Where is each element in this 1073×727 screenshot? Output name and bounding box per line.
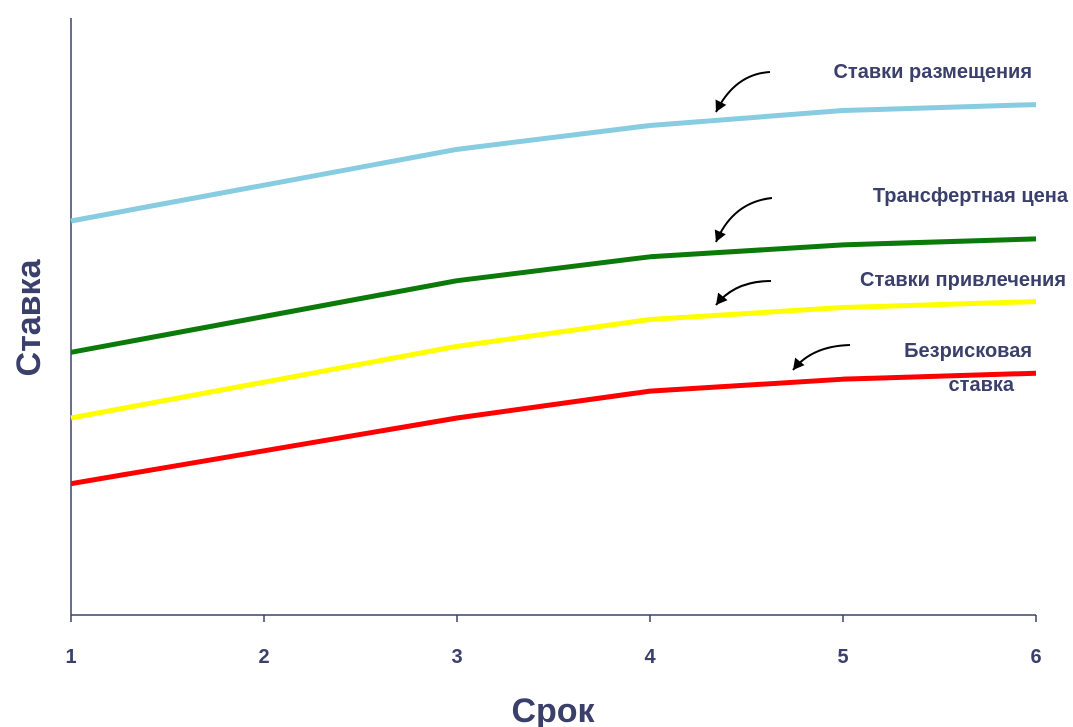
annotations: Ставки размещения Трансфертная цена Ставки… [714,61,1069,396]
annotation-label: Трансфертная цена [873,185,1069,207]
annotation-label: Ставки размещения [833,61,1032,83]
x-ticks: 1 2 3 4 5 6 [65,615,1042,668]
arrow-head-icon [715,99,727,112]
annotation-label: Ставки привлечения [860,269,1066,291]
annotation-label: Безрисковая [904,340,1032,362]
y-axis-title: Ставка [10,258,48,376]
annotation-label: ставка [949,374,1015,396]
plot-area: 1 2 3 4 5 6 Ставки размещения Трансфертная цен… [65,18,1069,668]
annotation-1: Трансфертная цена [714,185,1069,243]
x-tick-label: 2 [258,646,269,668]
annotation-arrow [715,197,773,243]
x-axis-title: Срок [511,692,595,727]
series-line-0 [70,102,1037,224]
x-tick-label: 3 [451,646,462,668]
arrow-head-icon [714,229,726,242]
arrow-head-icon [716,292,728,305]
x-tick-label: 4 [644,646,656,668]
annotation-3: Безрисковая ставка [792,340,1032,396]
x-tick-label: 5 [837,646,848,668]
annotation-0: Ставки размещения [715,61,1032,113]
series-line-1 [70,236,1037,355]
series-line-2 [70,299,1037,421]
series-lines [70,102,1037,487]
arrow-head-icon [793,357,805,370]
series-line-3 [70,370,1037,487]
x-tick-label: 1 [65,646,76,668]
annotation-2: Ставки привлечения [715,269,1066,306]
x-tick-label: 6 [1030,646,1041,668]
